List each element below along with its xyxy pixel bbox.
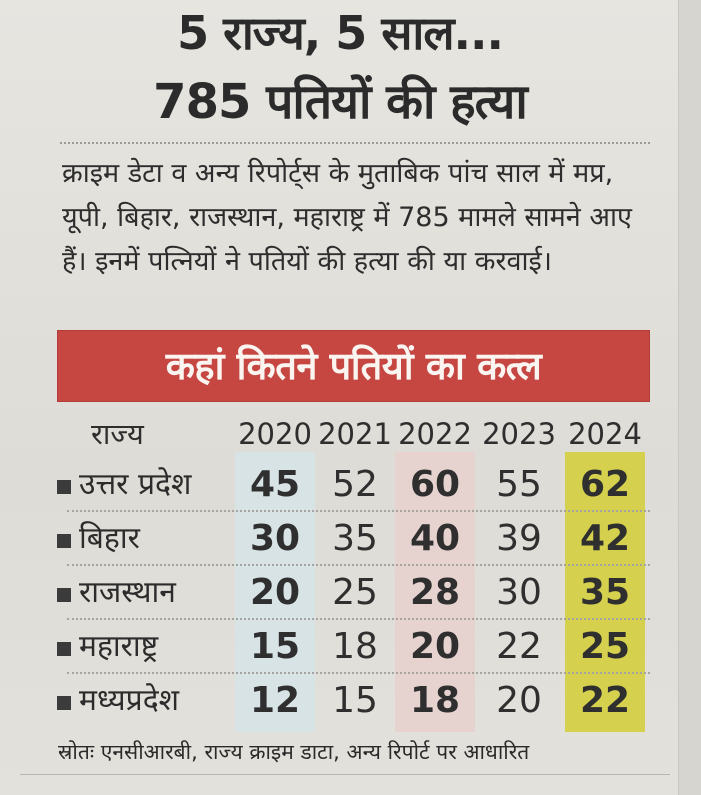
value-cell: 25 [332, 572, 378, 613]
square-bullet-icon [57, 642, 71, 656]
value-cell: 20 [496, 680, 542, 721]
square-bullet-icon [57, 534, 71, 548]
square-bullet-icon [57, 480, 71, 494]
headline-line-1: 5 राज्य, 5 साल... [177, 6, 504, 60]
column-header-state: राज्य [91, 417, 144, 451]
bottom-divider [20, 774, 670, 775]
state-name: महाराष्ट्र [79, 629, 159, 664]
highlight-band-2020 [235, 452, 315, 732]
value-cell: 20 [249, 572, 301, 613]
row-divider [67, 618, 650, 620]
table-row: राजस्थान 20 25 28 30 35 [57, 566, 650, 620]
table-row: बिहार 30 35 40 39 42 [57, 512, 650, 566]
value-cell: 28 [409, 572, 461, 613]
value-cell: 18 [332, 626, 378, 667]
table-row: उत्तर प्रदेश 45 52 60 55 62 [57, 458, 650, 512]
value-cell: 62 [579, 464, 631, 505]
dotted-divider [60, 142, 650, 144]
value-cell: 35 [332, 518, 378, 559]
value-cell: 15 [332, 680, 378, 721]
stats-table: राज्य 2020 2021 2022 2023 2024 उत्तर प्र… [57, 402, 650, 732]
square-bullet-icon [57, 588, 71, 602]
table-title-banner: कहां कितने पतियों का कत्ल [57, 330, 650, 402]
headline-line-2: 785 पतियों की हत्या [153, 74, 528, 130]
value-cell: 12 [249, 680, 301, 721]
value-cell: 22 [496, 626, 542, 667]
value-cell: 15 [249, 626, 301, 667]
value-cell: 45 [249, 464, 301, 505]
value-cell: 22 [579, 680, 631, 721]
highlight-band-2024 [565, 452, 645, 732]
table-row: मध्यप्रदेश 12 15 18 20 22 [57, 674, 650, 728]
value-cell: 30 [496, 572, 542, 613]
state-name: राजस्थान [79, 575, 176, 610]
source-note: स्रोतः एनसीआरबी, राज्य क्राइम डाटा, अन्य… [58, 740, 530, 764]
column-header-year: 2023 [482, 417, 556, 451]
table-row: महाराष्ट्र 15 18 20 22 25 [57, 620, 650, 674]
column-header-year: 2020 [238, 417, 312, 451]
value-cell: 42 [579, 518, 631, 559]
value-cell: 20 [409, 626, 461, 667]
state-name: बिहार [79, 521, 140, 556]
column-header-year: 2022 [398, 417, 472, 451]
row-divider [67, 672, 650, 674]
row-divider [67, 510, 650, 512]
table-title: कहां कितने पतियों का कत्ल [165, 344, 542, 388]
value-cell: 39 [496, 518, 542, 559]
state-name: उत्तर प्रदेश [79, 467, 192, 502]
value-cell: 52 [332, 464, 378, 505]
adjacent-column-edge [678, 0, 701, 795]
state-name: मध्यप्रदेश [79, 683, 180, 718]
value-cell: 35 [579, 572, 631, 613]
row-divider [67, 564, 650, 566]
value-cell: 18 [409, 680, 461, 721]
value-cell: 40 [409, 518, 461, 559]
value-cell: 60 [409, 464, 461, 505]
value-cell: 25 [579, 626, 631, 667]
highlight-band-2022 [395, 452, 475, 732]
column-header-year: 2021 [318, 417, 392, 451]
value-cell: 30 [249, 518, 301, 559]
intro-paragraph: क्राइम डेटा व अन्य रिपोर्ट्स के मुताबिक … [62, 158, 632, 277]
column-header-year: 2024 [568, 417, 642, 451]
square-bullet-icon [57, 696, 71, 710]
value-cell: 55 [496, 464, 542, 505]
